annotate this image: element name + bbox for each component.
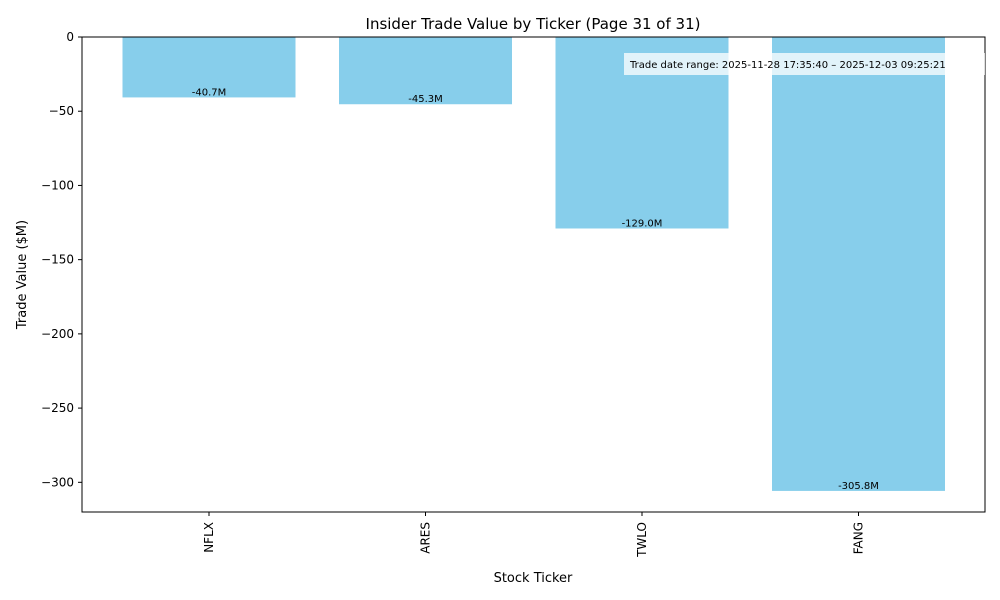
y-tick-label: −200	[41, 327, 74, 341]
x-tick-label-twlo: TWLO	[635, 522, 649, 558]
bar-value-label-nflx: -40.7M	[192, 87, 227, 98]
y-tick-label: 0	[66, 30, 74, 44]
y-axis-label: Trade Value ($M)	[15, 220, 30, 330]
plot-frame	[81, 36, 986, 513]
bar-labels-group: -40.7M -45.3M -129.0M -305.8M	[192, 87, 879, 492]
y-axis: 0 −50 −100 −150 −200 −250 −300	[41, 30, 82, 489]
x-tick-label-nflx: NFLX	[202, 522, 216, 553]
y-tick-label: −150	[41, 253, 74, 267]
bar-nflx	[122, 37, 296, 98]
x-axis: NFLX ARES TWLO FANG	[202, 512, 866, 558]
annotation-box: Trade date range: 2025-11-28 17:35:40 – …	[624, 53, 985, 75]
y-tick-label: −100	[41, 178, 74, 192]
annotation-background	[624, 53, 985, 75]
x-tick-label-fang: FANG	[852, 522, 866, 554]
bar-ares	[339, 37, 512, 105]
bar-fang	[772, 37, 945, 491]
bars-group	[122, 37, 945, 491]
x-tick-label-ares: ARES	[419, 522, 433, 554]
bar-value-label-twlo: -129.0M	[622, 218, 663, 229]
chart-title: Insider Trade Value by Ticker (Page 31 o…	[366, 15, 701, 33]
y-tick-label: −300	[41, 475, 74, 489]
y-tick-label: −250	[41, 401, 74, 415]
bar-value-label-ares: -45.3M	[408, 94, 443, 105]
y-tick-label: −50	[49, 104, 74, 118]
trade-date-range-note: Trade date range: 2025-11-28 17:35:40 – …	[629, 60, 946, 71]
x-axis-label: Stock Ticker	[494, 571, 573, 586]
bar-value-label-fang: -305.8M	[838, 481, 879, 492]
